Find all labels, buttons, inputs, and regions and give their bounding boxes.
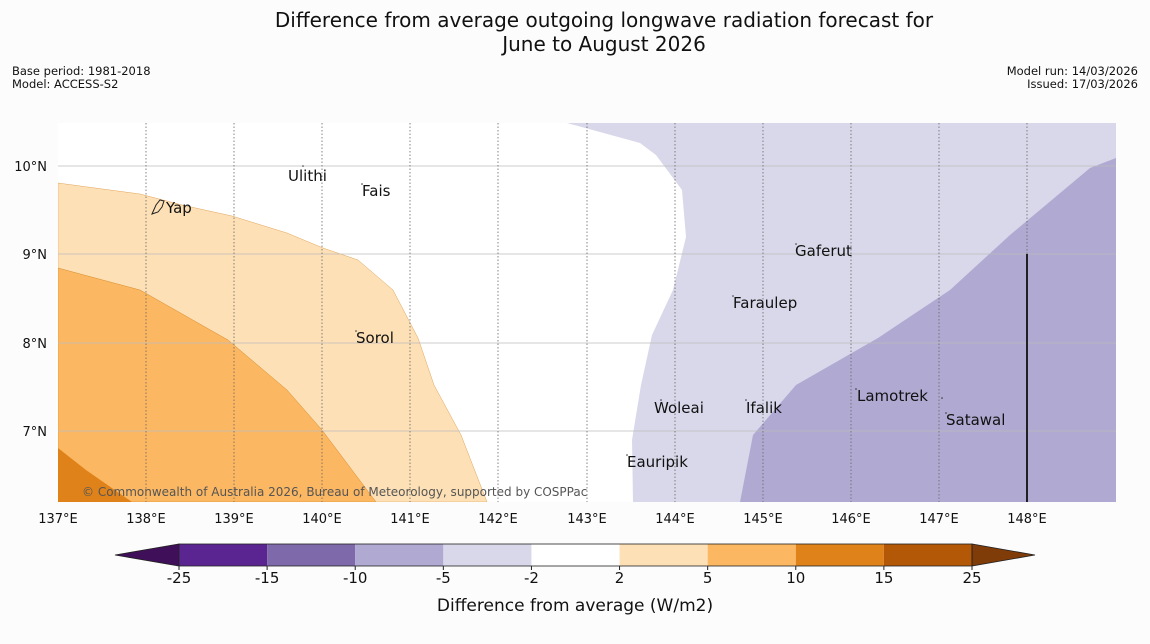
lon-label-137e: 137°E (38, 512, 78, 527)
yap-island-shape (151, 199, 165, 215)
place-gaferut: Gaferut (795, 242, 852, 260)
lon-label-139e: 139°E (214, 512, 254, 527)
anomaly-region-dark-orange (58, 448, 132, 502)
lon-label-145e: 145°E (743, 512, 783, 527)
colorbar-border (178, 543, 973, 567)
colorbar-tick-label: 10 (786, 569, 805, 587)
place-ulithi: Ulithi (288, 167, 327, 185)
place-eauripik: Eauripik (627, 453, 688, 471)
lon-label-143e: 143°E (567, 512, 607, 527)
map-area: Ulithi Fais Yap Sorol Gaferut Faraulep W… (58, 123, 1116, 502)
colorbar-segment (619, 544, 708, 566)
base-period-text: Base period: 1981-2018 (12, 64, 151, 78)
colorbar-segment (795, 544, 884, 566)
place-satawal: Satawal (946, 411, 1005, 429)
title-line-2: June to August 2026 (502, 32, 706, 56)
lon-label-138e: 138°E (126, 512, 166, 527)
lat-label-8n: 8°N (23, 337, 48, 352)
colorbar-label: Difference from average (W/m2) (436, 596, 714, 616)
lat-axis-labels: 10°N 9°N 8°N 7°N (14, 160, 47, 440)
place-fais: Fais (362, 182, 391, 200)
copyright-notice: © Commonwealth of Australia 2026, Bureau… (82, 485, 587, 499)
lon-label-142e: 142°E (478, 512, 518, 527)
colorbar-segment (707, 544, 796, 566)
colorbar-segment (531, 544, 620, 566)
lon-label-147e: 147°E (919, 512, 959, 527)
colorbar-tick-label: 2 (615, 569, 625, 587)
lon-label-140e: 140°E (302, 512, 342, 527)
colorbar-tick-label: 15 (874, 569, 893, 587)
chart-title: Difference from average outgoing longwav… (0, 8, 1150, 56)
colorbar: -25 -15 -10 -5 -2 2 5 10 15 25 (114, 543, 1036, 587)
colorbar-tick-label: -5 (436, 569, 451, 587)
model-run-text: Model run: 14/03/2026 (1006, 64, 1138, 78)
meta-left: Base period: 1981-2018 Model: ACCESS-S2 (12, 65, 151, 91)
place-sorol: Sorol (356, 329, 394, 347)
lat-label-10n: 10°N (14, 160, 47, 175)
lon-label-148e: 148°E (1007, 512, 1047, 527)
anomaly-region-orange (58, 267, 377, 502)
place-faraulep: Faraulep (733, 294, 797, 312)
colorbar-segment (355, 544, 444, 566)
model-text: Model: ACCESS-S2 (12, 77, 119, 91)
lon-label-141e: 141°E (390, 512, 430, 527)
colorbar-tick-label: -15 (255, 569, 280, 587)
lat-label-7n: 7°N (23, 425, 48, 440)
lon-label-144e: 144°E (655, 512, 695, 527)
colorbar-extend-high (971, 543, 1036, 567)
place-lamotrek: Lamotrek (857, 387, 928, 405)
place-ifalik: Ifalik (746, 399, 782, 417)
colorbar-extend-low (114, 543, 180, 567)
colorbar-tick-label: -2 (524, 569, 539, 587)
colorbar-segment (267, 544, 356, 566)
colorbar-segment (883, 544, 972, 566)
issued-text: Issued: 17/03/2026 (1027, 77, 1138, 91)
colorbar-tick-label: 25 (962, 569, 981, 587)
colorbar-tick-label: -10 (343, 569, 368, 587)
colorbar-tick-label: -25 (167, 569, 192, 587)
lat-label-9n: 9°N (23, 248, 48, 263)
place-woleai: Woleai (654, 399, 704, 417)
place-yap: Yap (165, 199, 192, 217)
colorbar-segment (443, 544, 532, 566)
meta-right: Model run: 14/03/2026 Issued: 17/03/2026 (1007, 65, 1138, 91)
colorbar-segment (179, 544, 268, 566)
lon-label-146e: 146°E (831, 512, 871, 527)
lon-axis-labels: 137°E 138°E 139°E 140°E 141°E 142°E 143°… (38, 512, 1047, 527)
island-markers (302, 165, 947, 456)
title-line-1: Difference from average outgoing longwav… (274, 8, 934, 32)
anomaly-region-medium-purple (740, 158, 1116, 502)
colorbar-tick-label: 5 (703, 569, 713, 587)
